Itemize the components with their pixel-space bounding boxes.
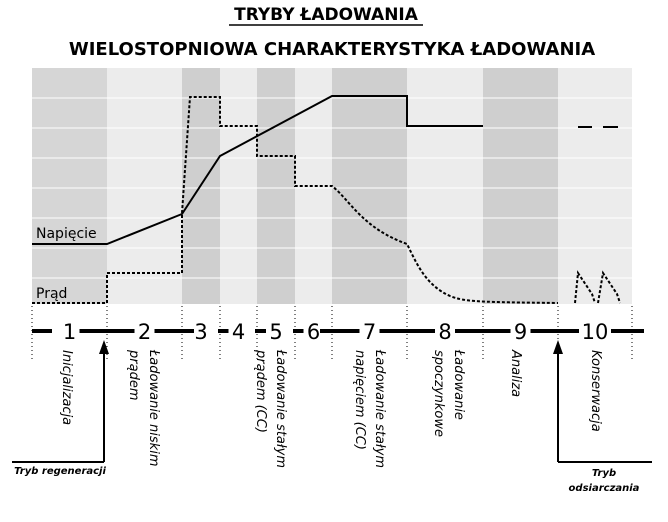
stage-label: Inicjalizacja [59, 350, 74, 425]
stage-label: prądem [126, 349, 141, 400]
voltage-label: Napięcie [36, 226, 97, 242]
stage-number: 7 [363, 320, 376, 344]
band [407, 68, 483, 304]
stage-label: Ładowanie stałym [372, 349, 387, 468]
stage-label: Ładowanie stałym [273, 349, 288, 468]
band [332, 68, 407, 304]
band [257, 68, 295, 304]
stage-number: 6 [307, 320, 320, 344]
stage-number: 5 [269, 320, 282, 344]
band [483, 68, 558, 304]
voltage-curve [32, 95, 483, 245]
stage-number: 3 [194, 320, 207, 344]
current-curve [32, 96, 559, 304]
title: TRYBY ŁADOWANIA [234, 5, 419, 25]
stage-label: Analiza [508, 349, 523, 397]
band [220, 68, 257, 304]
current-pulses [574, 270, 621, 304]
regen-arrowhead [99, 340, 109, 354]
stage-number: 8 [438, 320, 451, 344]
stage-label: spoczynkowe [431, 350, 446, 437]
current-label: Prąd [36, 286, 67, 302]
stage-label: Konserwacja [588, 350, 603, 432]
desulf-label: Tryb [592, 468, 616, 479]
desulf-arrowhead [553, 340, 563, 354]
stage-label: prądem (CC) [253, 349, 268, 433]
grid [32, 97, 632, 279]
stage-row: 1 Inicjalizacja 2 Ładowanie niskim prądem 3 4 Ł… [31, 306, 644, 468]
desulf-label: odsiarczania [569, 483, 640, 494]
stage-label: Ładowanie niskim [146, 349, 161, 467]
band [32, 68, 107, 304]
stage-bands [32, 68, 632, 304]
subtitle: WIELOSTOPNIOWA CHARAKTERYSTYKA ŁADOWANIA [69, 39, 595, 60]
stage-number: 2 [138, 320, 151, 344]
band [558, 68, 632, 304]
band [107, 68, 182, 304]
stage-number: 9 [514, 320, 527, 344]
stage-number: 4 [232, 320, 245, 344]
stage-label: napięciem (CC) [352, 350, 367, 450]
stage-label: Ładowanie [451, 349, 466, 420]
stage-number: 1 [63, 320, 76, 344]
stage-number: 10 [582, 320, 609, 344]
regen-label: Tryb regeneracji [14, 466, 106, 477]
